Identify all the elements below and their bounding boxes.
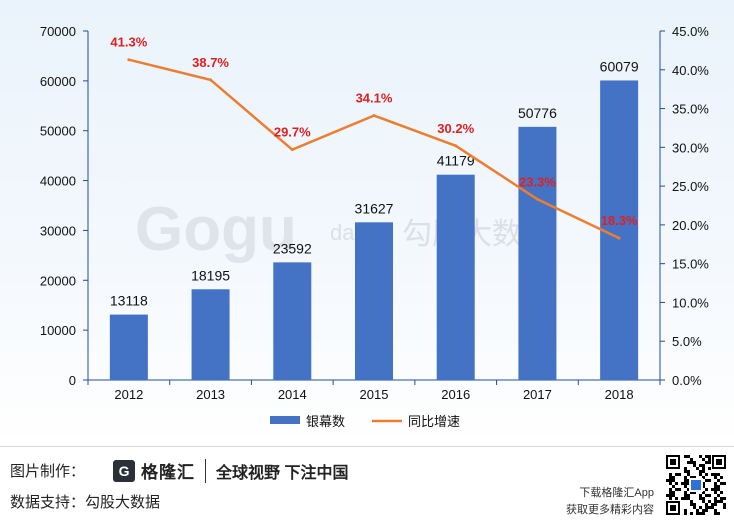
growth-value-label: 18.3%: [601, 213, 638, 228]
x-tick-label: 2013: [196, 387, 225, 402]
bar-value-label: 31627: [355, 200, 394, 216]
x-tick-label: 2014: [278, 387, 307, 402]
growth-point-2017: [535, 197, 539, 201]
bar-value-label: 50776: [518, 105, 557, 121]
gelonghui-logo-icon: G: [113, 459, 136, 482]
x-tick-label: 2015: [360, 387, 389, 402]
growth-point-2012: [127, 58, 131, 62]
chart-area: Gogu data 勾股大数据 0 10000 20000 30000 40000 50000 6…: [0, 0, 734, 446]
right-tick-label: 5.0%: [672, 334, 702, 349]
bar-value-label: 13118: [110, 293, 148, 309]
left-tick-label: 30000: [40, 223, 76, 238]
x-tick-label: 2018: [605, 387, 634, 402]
left-tick-label: 20000: [40, 273, 76, 288]
right-tick-label: 25.0%: [672, 179, 709, 194]
source-label: 数据支持：: [10, 494, 86, 511]
app-promo-text: 获取更多精彩内容: [566, 504, 654, 516]
right-tick-label: 40.0%: [672, 63, 709, 78]
right-tick-label: 10.0%: [672, 295, 709, 310]
right-tick-label: 30.0%: [672, 140, 709, 155]
right-tick-label: 0.0%: [672, 373, 702, 388]
left-tick-label: 70000: [40, 24, 76, 39]
left-tick-label: 60000: [40, 74, 76, 89]
bar-value-label: 60079: [600, 58, 639, 74]
x-tick-label: 2012: [114, 387, 143, 402]
left-tick-label: 40000: [40, 174, 76, 189]
growth-point-2013: [209, 78, 213, 82]
x-tick-label: 2016: [441, 387, 470, 402]
legend-line-label: 同比增速: [408, 414, 460, 429]
growth-value-label: 38.7%: [192, 55, 229, 70]
growth-value-label: 23.3%: [519, 174, 556, 189]
legend-bar-swatch: [270, 416, 300, 424]
combo-chart: Gogu data 勾股大数据010000200003000040000500006…: [40, 24, 709, 429]
bar-2012: [109, 314, 148, 380]
right-tick-label: 45.0%: [672, 24, 709, 39]
bar-value-label: 41179: [437, 153, 475, 169]
bar-2014: [273, 262, 312, 380]
growth-value-label: 29.7%: [274, 125, 311, 140]
bar-2018: [600, 80, 639, 381]
divider: [205, 458, 207, 483]
left-tick-label: 50000: [40, 124, 76, 139]
watermark-logo-text: Gogu: [135, 195, 297, 264]
growth-point-2016: [454, 144, 458, 148]
growth-value-label: 34.1%: [356, 91, 393, 106]
right-tick-label: 35.0%: [672, 102, 709, 117]
bar-value-label: 18195: [191, 267, 230, 283]
app-download-text: 下载格隆汇App: [579, 487, 654, 499]
bar-2013: [191, 289, 230, 380]
legend-bar-label: 银幕数: [306, 414, 345, 429]
left-tick-label: 0: [69, 373, 76, 388]
left-tick-label: 10000: [40, 323, 76, 338]
slogan: 全球视野 下注中国: [216, 464, 349, 482]
source-row: 数据支持： 勾股大数据: [10, 491, 160, 512]
growth-value-label: 41.3%: [110, 35, 147, 50]
bar-2017: [518, 126, 557, 381]
right-tick-label: 15.0%: [672, 257, 709, 272]
credit-row: 图片制作： G 格隆汇 全球视野 下注中国: [10, 458, 348, 483]
x-tick-label: 2017: [523, 387, 552, 402]
growth-point-2018: [617, 236, 621, 240]
growth-point-2015: [372, 114, 376, 118]
growth-point-2014: [290, 148, 294, 152]
source-name: 勾股大数据: [85, 494, 161, 511]
credit-label: 图片制作：: [10, 463, 86, 480]
footer: 图片制作： G 格隆汇 全球视野 下注中国 数据支持： 勾股大数据 下载格隆汇A…: [0, 446, 734, 521]
bar-2015: [355, 222, 393, 380]
brand-name: 格隆汇: [141, 463, 196, 482]
qr-code-icon[interactable]: [664, 453, 728, 517]
growth-value-label: 30.2%: [437, 121, 474, 136]
bar-value-label: 23592: [273, 240, 312, 256]
right-tick-label: 20.0%: [672, 218, 709, 233]
bar-2016: [436, 174, 475, 380]
